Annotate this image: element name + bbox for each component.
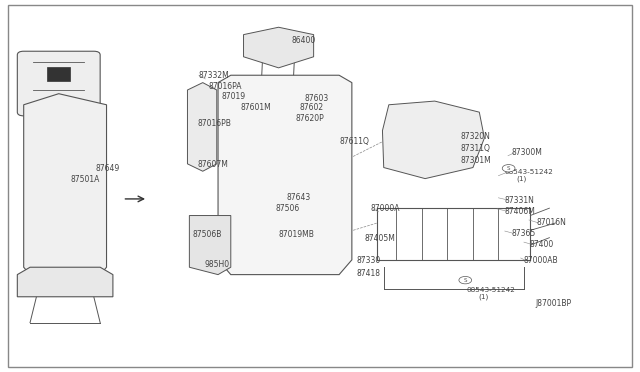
Text: 86400: 86400 <box>291 36 316 45</box>
Text: 87330: 87330 <box>357 256 381 265</box>
Text: 87331N: 87331N <box>505 196 534 205</box>
Text: 87320N: 87320N <box>460 132 490 141</box>
Text: 87602: 87602 <box>300 103 324 112</box>
Text: 87365: 87365 <box>511 229 536 238</box>
Text: 87649: 87649 <box>96 164 120 173</box>
Text: 87405M: 87405M <box>365 234 396 243</box>
Circle shape <box>502 164 515 172</box>
FancyBboxPatch shape <box>8 5 632 367</box>
Polygon shape <box>189 215 231 275</box>
Polygon shape <box>244 27 314 68</box>
Text: (1): (1) <box>516 175 527 182</box>
Text: 87611Q: 87611Q <box>339 137 369 146</box>
Polygon shape <box>188 83 217 171</box>
Text: 87016N: 87016N <box>537 218 566 227</box>
Text: 87019: 87019 <box>221 92 245 101</box>
Text: J87001BP: J87001BP <box>536 299 572 308</box>
Text: 08543-51242: 08543-51242 <box>467 287 515 293</box>
Polygon shape <box>17 267 113 297</box>
Text: 87016PB: 87016PB <box>198 119 232 128</box>
Polygon shape <box>383 101 484 179</box>
Text: 87601M: 87601M <box>241 103 271 112</box>
Text: 87301M: 87301M <box>460 156 491 166</box>
Text: 87400: 87400 <box>529 240 553 249</box>
Text: 87406M: 87406M <box>505 206 536 216</box>
Text: 87501A: 87501A <box>70 175 100 184</box>
Text: 87016PA: 87016PA <box>209 82 242 91</box>
Text: 87418: 87418 <box>357 269 381 278</box>
Text: 87607M: 87607M <box>198 160 228 169</box>
Text: 87332M: 87332M <box>199 71 230 80</box>
Text: 87000A: 87000A <box>371 204 401 214</box>
Polygon shape <box>218 75 352 275</box>
Text: 08543-51242: 08543-51242 <box>505 169 554 175</box>
Text: (1): (1) <box>478 294 488 300</box>
Circle shape <box>459 276 472 284</box>
FancyBboxPatch shape <box>17 51 100 116</box>
Text: S: S <box>507 166 510 171</box>
FancyBboxPatch shape <box>47 67 70 81</box>
Text: 87620P: 87620P <box>296 114 324 123</box>
Text: 87300M: 87300M <box>511 148 542 157</box>
Text: 87000AB: 87000AB <box>524 256 559 265</box>
Text: 87506B: 87506B <box>193 230 222 239</box>
Text: 87603: 87603 <box>304 94 328 103</box>
Text: 87019MB: 87019MB <box>278 230 314 239</box>
Text: 87506: 87506 <box>275 204 300 214</box>
Text: 87311Q: 87311Q <box>460 144 490 153</box>
Text: S: S <box>463 278 467 283</box>
Text: 985H0: 985H0 <box>204 260 229 269</box>
Polygon shape <box>24 94 106 275</box>
Text: 87643: 87643 <box>287 193 311 202</box>
